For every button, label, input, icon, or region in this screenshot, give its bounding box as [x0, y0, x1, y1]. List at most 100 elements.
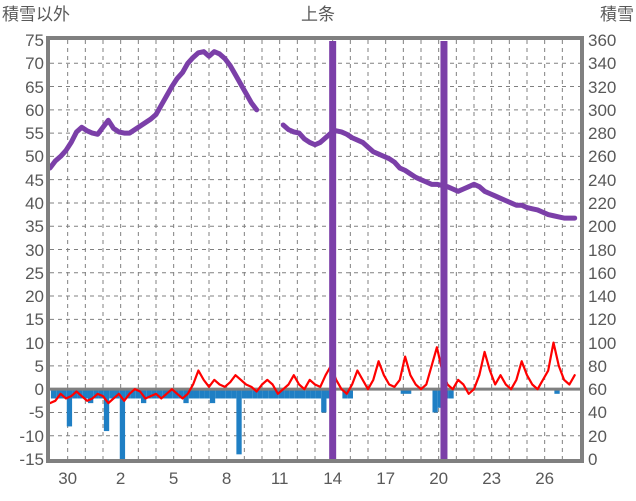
precip-bar [56, 389, 62, 399]
precip-bar [241, 389, 247, 399]
y-right-tick-label: 200 [588, 217, 617, 237]
x-tick-label: 23 [482, 469, 502, 488]
precip-bar [50, 389, 57, 399]
y-left-tick-label: -10 [19, 426, 44, 446]
y-right-tick-label: 220 [588, 193, 617, 213]
precip-bar [305, 389, 311, 399]
x-tick-label: 14 [323, 469, 343, 488]
precip-bar [289, 389, 295, 399]
snow-depth-line [47, 49, 578, 221]
precip-bar [172, 389, 179, 399]
precip-bar [193, 389, 200, 399]
y-left-tick-label: 55 [25, 124, 44, 144]
precip-bar [299, 389, 306, 399]
x-tick-label: 20 [429, 469, 449, 488]
y-left-tick-label: -5 [28, 403, 44, 423]
precip-bar [162, 389, 168, 399]
y-right-tick-label: 100 [588, 333, 617, 353]
x-tick-label: 8 [221, 469, 232, 488]
precip-bar [257, 389, 263, 399]
y-right-tick-label: 300 [588, 100, 617, 120]
precip-bar [321, 389, 327, 413]
right-axis-title: 積雪 [600, 5, 634, 24]
y-right-tick-label: 260 [588, 147, 617, 167]
y-left-tick-label: 40 [25, 193, 44, 213]
precip-bar [273, 389, 279, 399]
y-left-tick-label: 0 [34, 380, 44, 400]
precip-bar [93, 389, 99, 399]
precip-bar [262, 389, 269, 399]
precip-bar [294, 389, 300, 399]
precip-bar [236, 389, 242, 455]
temperature-line [48, 341, 576, 405]
precip-bar [437, 389, 444, 408]
precip-bar [225, 389, 232, 399]
x-tick-label: 2 [115, 469, 126, 488]
precip-bar [146, 389, 152, 399]
y-left-tick-label: 35 [25, 217, 44, 237]
precip-bar [119, 389, 126, 459]
x-tick-label: 30 [58, 469, 78, 488]
x-tick-label: 17 [376, 469, 396, 488]
precip-bar [246, 389, 253, 399]
precip-bar [156, 389, 163, 399]
precip-bar [268, 389, 274, 399]
y-left-tick-label: 75 [25, 31, 44, 50]
y-left-tick-label: 30 [25, 240, 44, 260]
y-left-tick-label: 60 [25, 100, 44, 120]
precip-bar [103, 389, 110, 432]
y-right-tick-label: 20 [588, 426, 607, 446]
precip-bar [178, 389, 184, 399]
precip-bar [204, 389, 210, 399]
y-right-tick-label: 0 [588, 450, 598, 469]
precip-bar [284, 389, 290, 399]
y-right-tick-label: 320 [588, 77, 617, 97]
x-tick-label: 11 [270, 469, 289, 488]
precip-bar [87, 389, 94, 404]
precip-bar [82, 389, 88, 399]
precip-bar [135, 389, 141, 399]
y-right-tick-label: 40 [588, 403, 607, 423]
y-right-tick-label: 240 [588, 170, 617, 190]
y-left-tick-label: 45 [25, 170, 44, 190]
y-left-tick-label: 70 [25, 54, 44, 74]
y-left-tick-label: 10 [25, 333, 44, 353]
precip-bar [130, 389, 136, 399]
precip-bar [167, 389, 173, 399]
y-right-tick-label: 340 [588, 54, 617, 74]
plot-frame [46, 36, 584, 463]
precip-bar [98, 389, 104, 399]
y-left-tick-label: 25 [25, 263, 44, 283]
x-tick-label: 26 [535, 469, 555, 488]
y-right-tick-label: 160 [588, 263, 617, 283]
precip-bar [125, 389, 131, 399]
precip-bar [326, 389, 332, 399]
y-right-tick-label: 360 [588, 31, 617, 50]
precip-bar [220, 389, 226, 399]
precip-bar [405, 389, 412, 394]
y-right-tick-label: 140 [588, 287, 617, 307]
y-right-tick-label: 120 [588, 310, 617, 330]
precip-bar [347, 389, 353, 399]
precip-bar [215, 389, 221, 399]
precip-bar [400, 389, 406, 394]
precip-bar [342, 389, 348, 399]
y-left-tick-label: 15 [25, 310, 44, 330]
precip-bar [109, 389, 115, 399]
precip-bar [432, 389, 438, 413]
precip-bar [310, 389, 316, 399]
y-right-tick-label: 180 [588, 240, 617, 260]
precip-bar [448, 389, 454, 399]
y-right-tick-label: 60 [588, 380, 607, 400]
precip-bar [554, 389, 560, 394]
y-left-tick-label: 20 [25, 287, 44, 307]
y-left-tick-label: -15 [19, 450, 44, 469]
precip-bar [231, 389, 237, 399]
precip-bar [188, 389, 194, 399]
precip-bar [252, 389, 258, 399]
y-right-tick-label: 280 [588, 124, 617, 144]
precip-bar [66, 389, 73, 427]
precip-bar [199, 389, 205, 399]
